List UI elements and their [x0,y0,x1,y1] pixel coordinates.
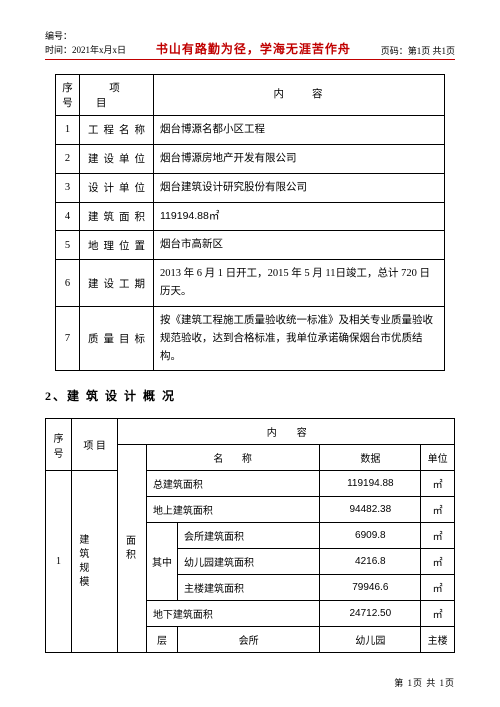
t2-r5-unit: ㎡ [421,575,455,601]
t1-r7-content: 按《建筑工程施工质量验收统一标准》及相关专业质量验收规范验收，达到合格标准，我单… [154,306,445,371]
t2-r3-unit: ㎡ [421,523,455,549]
t1-r4-n: 4 [56,202,80,231]
t2-qizhong: 其中 [146,523,177,601]
t2-hdr-item: 项 目 [71,419,118,471]
t2-r4-unit: ㎡ [421,549,455,575]
t2-r1-unit: ㎡ [421,471,455,497]
t2-seq-1: 1 [46,471,72,653]
t1-hdr-content: 内容 [154,75,445,116]
page-footer: 第 1页 共 1页 [394,676,455,689]
section-2-title: 2、建 筑 设 计 概 况 [45,387,455,404]
t1-r7-n: 7 [56,306,80,371]
header-left: 编号： 时间：2021年x月x日 [45,30,126,57]
t1-r7-item: 质量目标 [80,306,154,371]
table-project-info: 序号 项 目 内容 1工程名称烟台博源名都小区工程 2建设单位烟台博源房地产开发… [55,74,445,371]
t2-floor-c1: 会所 [178,627,320,653]
t1-r1-item: 工程名称 [80,116,154,145]
t1-r2-item: 建设单位 [80,144,154,173]
t1-hdr-item: 项 目 [80,75,154,116]
t2-item-1: 建筑规模 [71,471,118,653]
t2-r2-val: 94482.38 [320,497,421,523]
t2-r6-unit: ㎡ [421,601,455,627]
t1-r3-content: 烟台建筑设计研究股份有限公司 [154,173,445,202]
t1-r2-content: 烟台博源房地产开发有限公司 [154,144,445,173]
t1-r1-n: 1 [56,116,80,145]
t1-r6-content: 2013 年 6 月 1 日开工，2015 年 5 月 11日竣工，总计 720… [154,260,445,307]
t1-r6-item: 建设工期 [80,260,154,307]
t2-r3-name: 会所建筑面积 [178,523,320,549]
t2-sub-area: 面积 [118,445,146,653]
t1-r5-n: 5 [56,231,80,260]
header-page: 页码：第1页 共1页 [381,44,455,57]
page-header: 编号： 时间：2021年x月x日 书山有路勤为径，学海无涯苦作舟 页码：第1页 … [45,30,455,60]
t1-r4-item: 建筑面积 [80,202,154,231]
t1-r3-n: 3 [56,173,80,202]
t2-r5-name: 主楼建筑面积 [178,575,320,601]
t2-r6-val: 24712.50 [320,601,421,627]
table-building-design: 序号 项 目 内容 面积 名 称 数据 单位 1 建筑规模 总建筑面积 1191… [45,418,455,653]
t2-r1-val: 119194.88 [320,471,421,497]
t1-r1-content: 烟台博源名都小区工程 [154,116,445,145]
t2-r4-name: 幼儿园建筑面积 [178,549,320,575]
t2-data-hdr: 数据 [320,445,421,471]
t2-r2-unit: ㎡ [421,497,455,523]
t2-r6-name: 地下建筑面积 [146,601,319,627]
header-motto: 书山有路勤为径，学海无涯苦作舟 [126,40,381,57]
t2-r4-val: 4216.8 [320,549,421,575]
t1-r2-n: 2 [56,144,80,173]
t2-r1-name: 总建筑面积 [146,471,319,497]
t2-r3-val: 6909.8 [320,523,421,549]
t1-r4-content: 119194.88㎡ [154,202,445,231]
t2-floor-c2: 幼儿园 [320,627,421,653]
t1-r6-n: 6 [56,260,80,307]
t2-hdr-content: 内容 [118,419,455,445]
t2-sub-floor: 层 [146,627,177,653]
t1-r5-content: 烟台市高新区 [154,231,445,260]
t1-hdr-seq: 序号 [56,75,80,116]
t2-r2-name: 地上建筑面积 [146,497,319,523]
bianhao-label: 编号： [45,31,72,41]
t2-floor-c3: 主楼 [421,627,455,653]
t2-hdr-seq: 序号 [46,419,72,471]
shijian-label: 时间： [45,45,72,55]
t1-r5-item: 地理位置 [80,231,154,260]
t2-unit-hdr: 单位 [421,445,455,471]
t2-name-hdr: 名 称 [146,445,319,471]
t1-r3-item: 设计单位 [80,173,154,202]
shijian-value: 2021年x月x日 [72,45,126,55]
t2-r5-val: 79946.6 [320,575,421,601]
